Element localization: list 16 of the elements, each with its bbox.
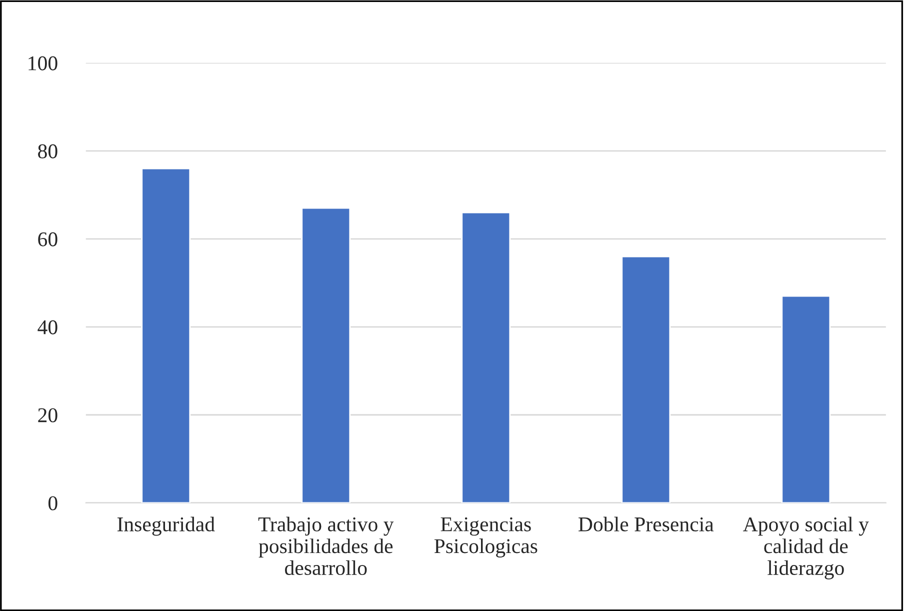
bar [781, 295, 831, 503]
x-tick-label: Inseguridad [117, 516, 215, 536]
bar [461, 212, 511, 503]
bar [141, 168, 191, 503]
y-tick-label: 0 [48, 496, 58, 510]
bar [621, 256, 671, 503]
y-tick-label: 20 [38, 408, 58, 422]
x-tick-label: Trabajo activo y posibilidades de desarrollo [258, 516, 394, 576]
x-tick-label: Exigencias Psicologicas [434, 517, 538, 558]
y-tick-label: 40 [38, 320, 58, 334]
y-tick-label: 80 [38, 144, 58, 158]
y-tick-label: 100 [28, 56, 58, 70]
y-tick-label: 60 [38, 232, 58, 246]
bar [301, 207, 351, 503]
x-tick-label: Doble Presencia [578, 516, 714, 532]
x-tick-label: Apoyo social y calidad de liderazgo [743, 516, 869, 580]
